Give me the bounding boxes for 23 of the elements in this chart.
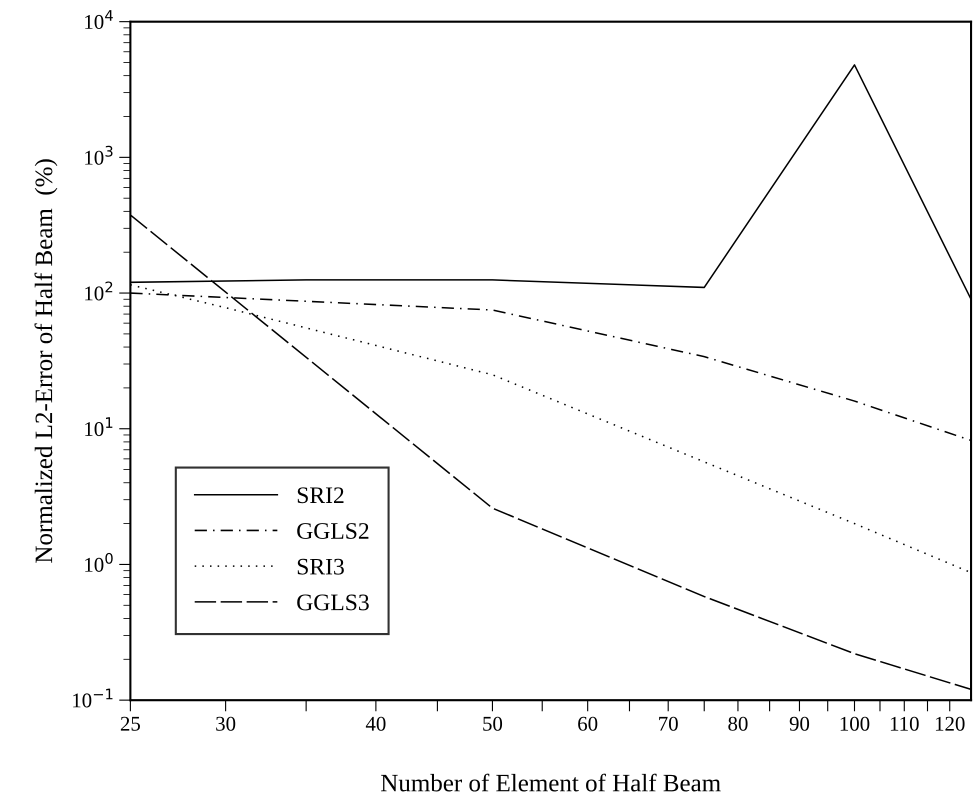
y-tick-label: 10$^{4}$ xyxy=(85,10,113,29)
legend-label: GGLS2 xyxy=(297,523,368,539)
x-tick-label: 110 xyxy=(890,716,919,731)
x-tick-label: 80 xyxy=(728,716,748,731)
x-tick-label: 25 xyxy=(120,716,140,731)
y-tick-label: 10$^{−1}$ xyxy=(73,688,112,708)
x-tick-label: 120 xyxy=(936,716,965,731)
x-tick-label: 100 xyxy=(840,716,870,731)
y-tick-label: 10$^{0}$ xyxy=(85,552,113,572)
x-tick-label: 60 xyxy=(578,716,598,731)
x-tick-label: 90 xyxy=(790,716,810,731)
x-tick-label: 50 xyxy=(483,716,502,731)
y-tick-label: 10$^{3}$ xyxy=(85,146,113,165)
y-tick-label: 10$^{1}$ xyxy=(85,417,112,436)
x-tick-label: 40 xyxy=(366,716,386,731)
x-tick-label: 70 xyxy=(659,716,678,731)
y-tick-label: 10$^{2}$ xyxy=(85,281,112,300)
x-axis-title: Number of Element of Half Beam xyxy=(381,774,721,792)
legend-label: GGLS3 xyxy=(297,594,369,610)
x-tick-label: 30 xyxy=(216,716,236,731)
legend-label: SRI3 xyxy=(298,558,344,575)
y-axis-title: Normalized L2-Error of Half Beam (%) xyxy=(34,159,58,563)
legend-label: SRI2 xyxy=(298,487,344,504)
